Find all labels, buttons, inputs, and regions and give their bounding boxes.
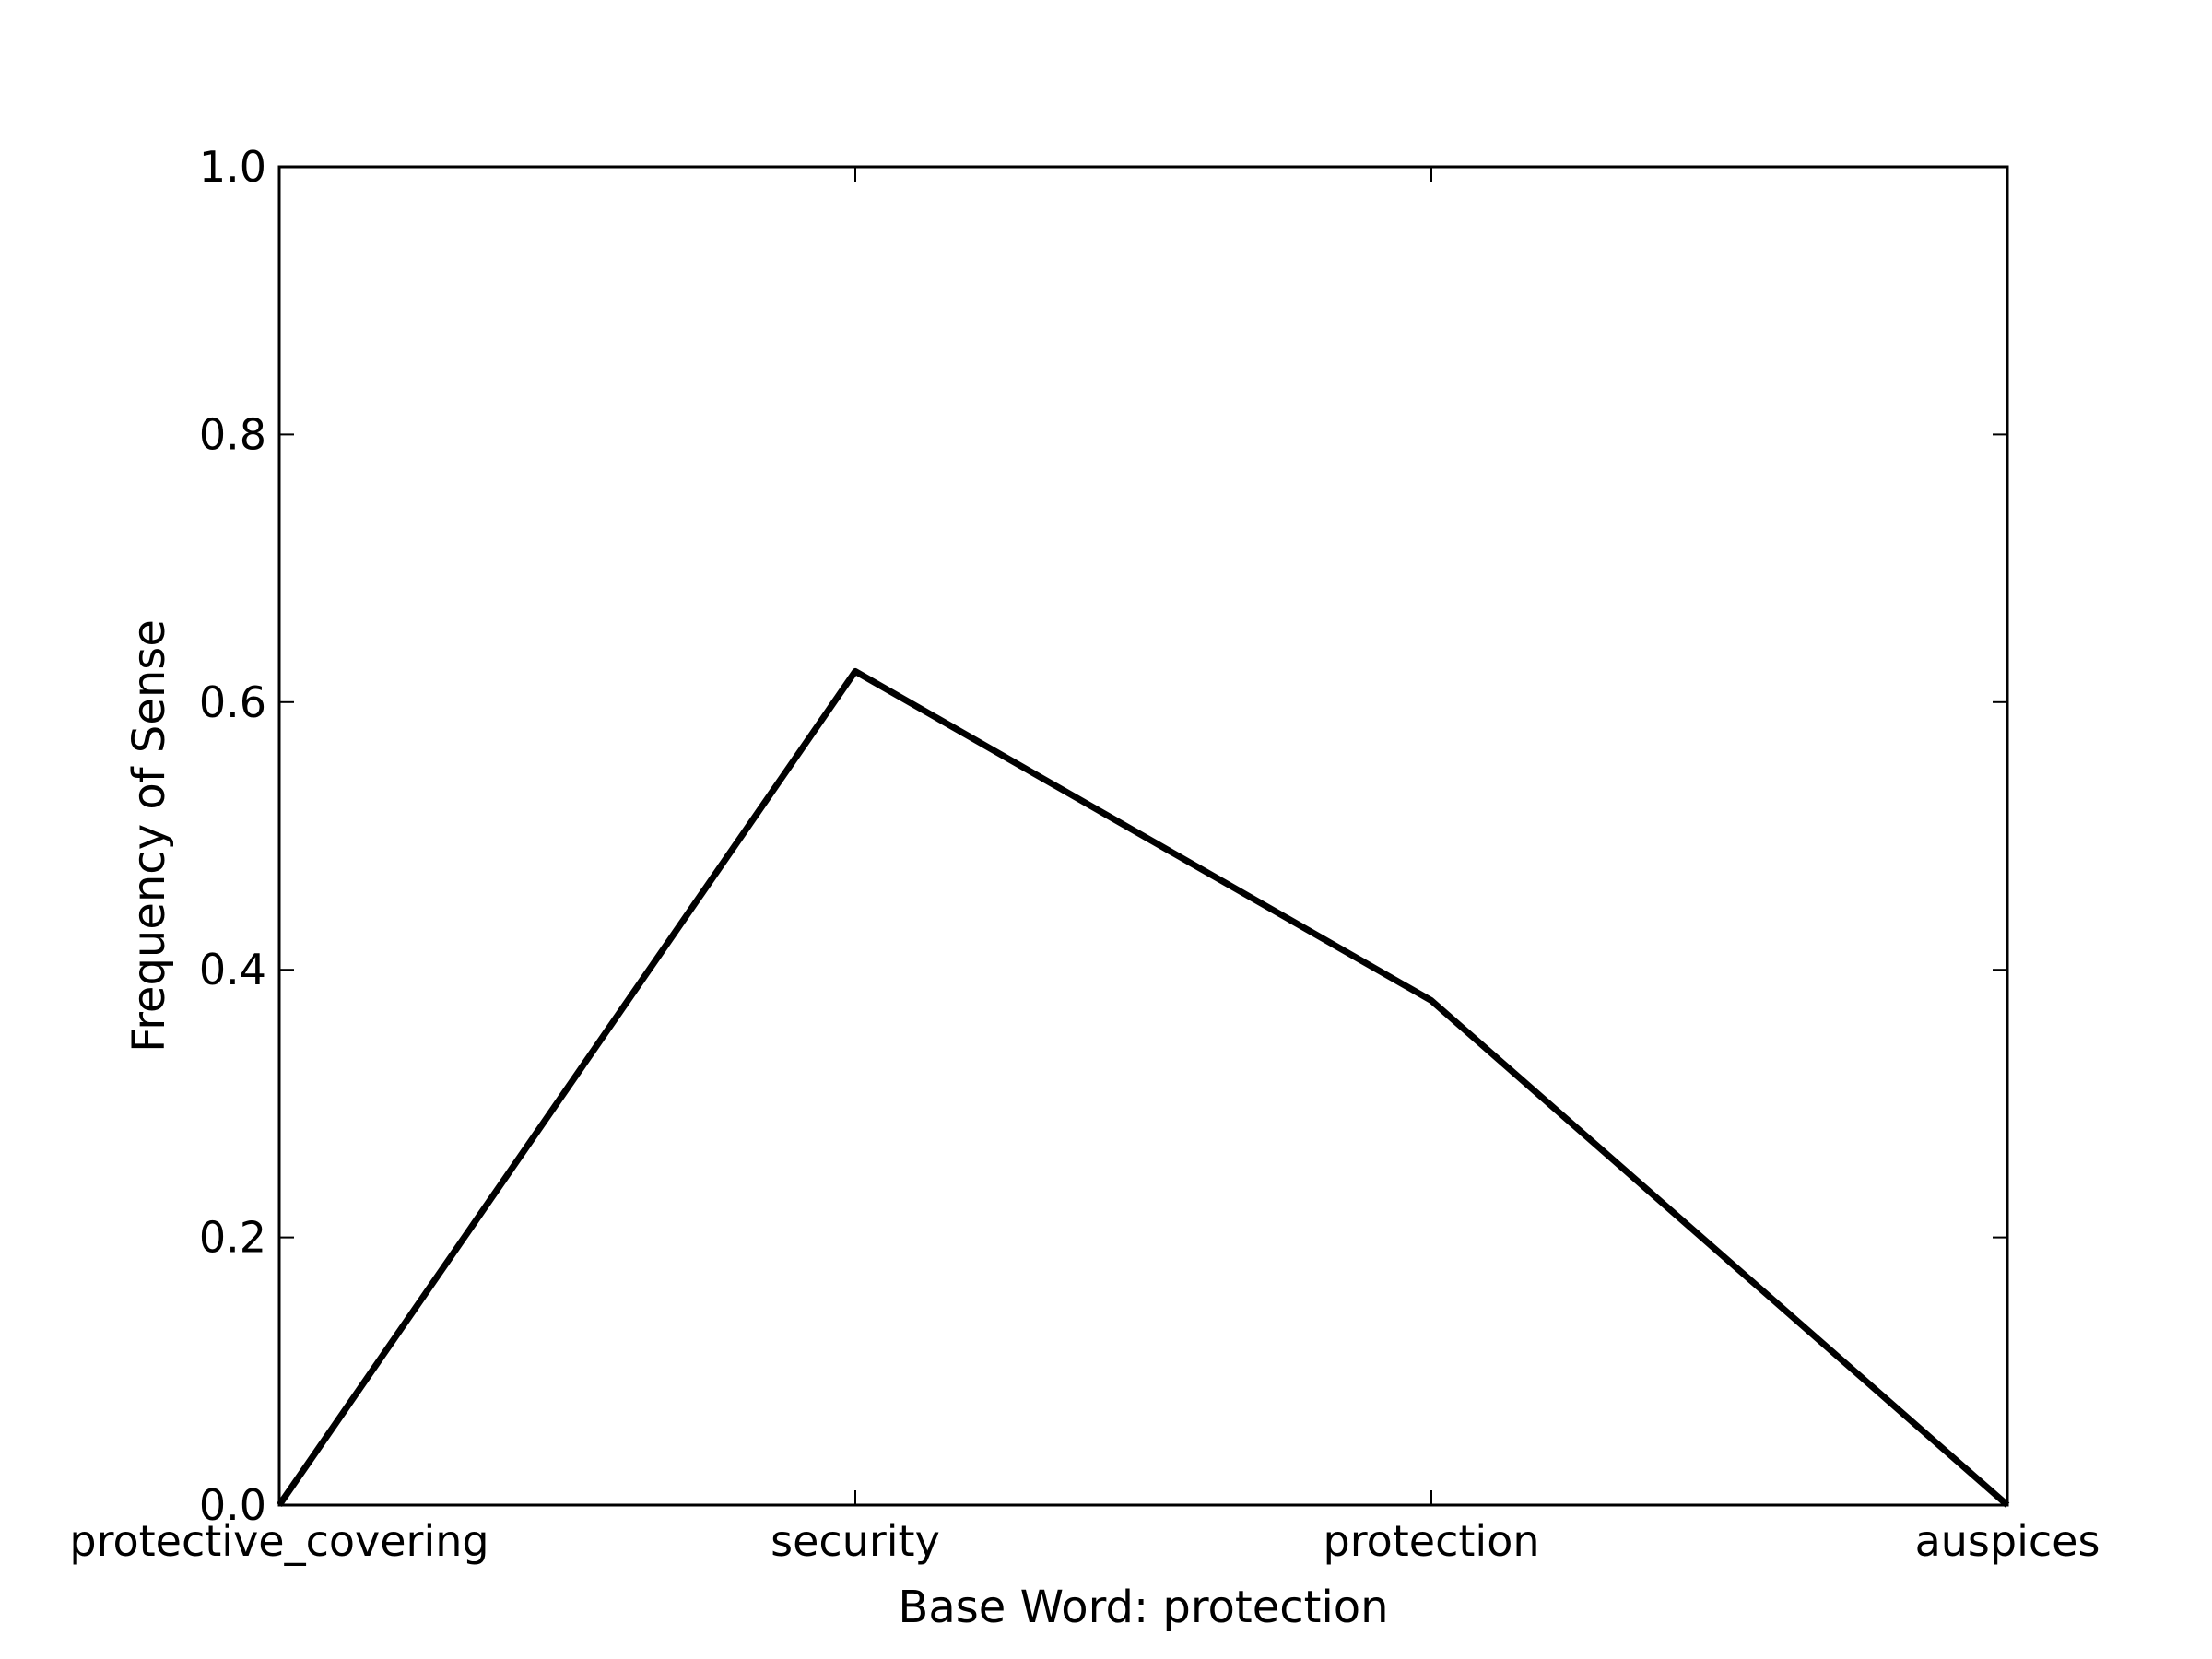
x-axis-label: Base Word: protection [898, 1582, 1388, 1633]
y-tick-label: 0.6 [199, 677, 266, 727]
axis-ticks [278, 166, 2008, 1506]
x-tick-label: auspices [1915, 1516, 2100, 1566]
y-axis-label: Frequency of Sense [124, 619, 175, 1053]
y-tick-label: 0.4 [199, 945, 266, 994]
x-tick-label: protection [1324, 1516, 1540, 1566]
x-tick-label: security [771, 1516, 940, 1566]
x-tick-label: protective_covering [69, 1516, 488, 1566]
plot-area-frame [277, 165, 2009, 1507]
y-tick-label: 0.0 [199, 1480, 266, 1530]
series-line [276, 667, 2010, 1508]
y-tick-label: 1.0 [199, 142, 266, 192]
tick-labels: protective_covering security protection aus… [69, 142, 2100, 1566]
y-tick-label: 0.8 [199, 409, 266, 459]
y-tick-label: 0.2 [199, 1213, 266, 1263]
